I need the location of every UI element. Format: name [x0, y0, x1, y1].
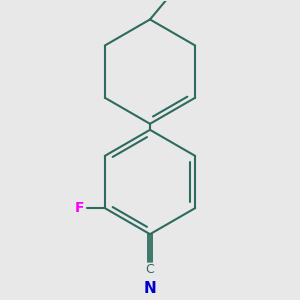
Text: N: N	[144, 281, 156, 296]
Text: C: C	[146, 263, 154, 276]
Text: F: F	[75, 201, 85, 215]
